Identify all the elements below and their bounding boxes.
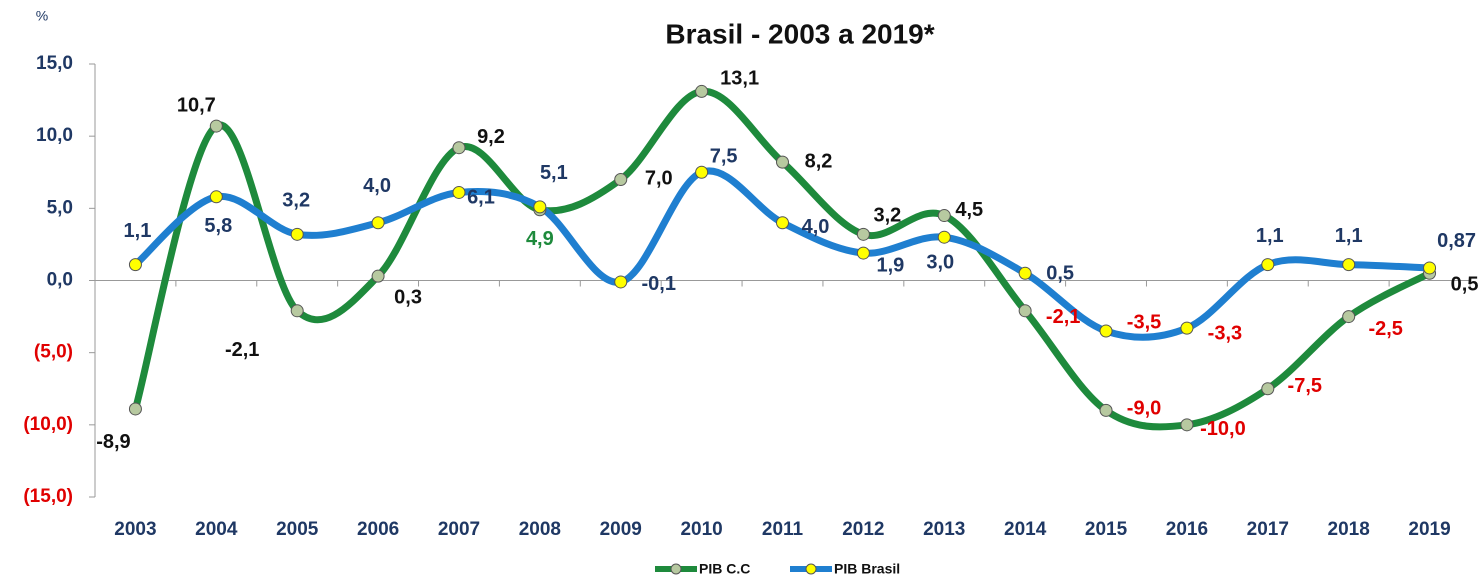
data-label: 5,8: [204, 215, 232, 237]
point: [371, 216, 385, 230]
data-label: 6,1: [467, 187, 495, 209]
y-tick-label: 0,0: [47, 270, 73, 291]
point: [776, 155, 789, 169]
data-label: -2,1: [1046, 306, 1080, 328]
x-tick-label: 2015: [1085, 519, 1128, 540]
x-tick-label: 2019: [1408, 519, 1450, 540]
data-label: 9,2: [477, 126, 505, 148]
point: [695, 165, 709, 179]
x-tick-label: 2007: [438, 519, 480, 540]
point: [533, 200, 547, 214]
point: [452, 141, 466, 155]
point: [856, 246, 870, 260]
point: [614, 172, 628, 186]
chart-title: Brasil - 2003 a 2019*: [665, 18, 934, 49]
x-tick-label: 2003: [114, 519, 156, 540]
point: [209, 190, 223, 204]
data-label: 0,5: [1046, 263, 1074, 285]
data-label: 0,87: [1437, 230, 1476, 252]
data-label: 1,1: [124, 220, 152, 242]
y-axis-label: %: [36, 8, 48, 24]
data-label: -0,1: [642, 273, 676, 295]
point: [776, 216, 789, 230]
y-tick-label: (10,0): [23, 414, 73, 435]
x-tick-label: 2018: [1328, 519, 1370, 540]
point: [1180, 321, 1194, 335]
point: [290, 304, 304, 318]
legend-label: PIB Brasil: [834, 561, 900, 577]
data-label: 10,7: [177, 94, 216, 116]
data-label: 4,0: [802, 216, 830, 238]
point: [1342, 258, 1356, 272]
data-label: -10,0: [1200, 418, 1246, 440]
point: [1099, 403, 1113, 417]
point: [937, 209, 951, 223]
point: [1018, 266, 1032, 280]
data-label: 1,9: [876, 254, 904, 276]
data-label: 1,1: [1256, 225, 1284, 247]
data-label: -3,5: [1127, 311, 1161, 333]
series-line: [131, 87, 1434, 431]
x-tick-label: 2005: [276, 519, 319, 540]
data-label: -8,9: [96, 431, 130, 453]
x-tick-label: 2008: [519, 519, 561, 540]
data-label: 3,2: [873, 205, 901, 227]
x-tick-label: 2014: [1004, 519, 1047, 540]
point: [128, 402, 142, 416]
data-label: 3,2: [282, 190, 310, 212]
y-tick-label: (15,0): [23, 486, 73, 507]
data-label: 1,1: [1335, 225, 1363, 247]
x-tick-label: 2004: [195, 519, 238, 540]
x-tick-label: 2006: [357, 519, 399, 540]
legend-label: PIB C.C: [699, 561, 750, 577]
data-label: 5,1: [540, 162, 568, 184]
y-tick-label: 5,0: [47, 197, 73, 218]
point: [1423, 261, 1437, 275]
x-tick-label: 2011: [762, 519, 804, 540]
point: [128, 258, 142, 272]
data-label: 7,0: [645, 168, 673, 190]
x-tick-label: 2013: [923, 519, 965, 540]
point: [371, 269, 385, 283]
x-tick-label: 2016: [1166, 519, 1208, 540]
data-label: 8,2: [805, 150, 833, 172]
y-tick-label: (5,0): [34, 342, 73, 363]
legend-marker: [670, 563, 682, 575]
x-tick-label: 2009: [600, 519, 642, 540]
point: [452, 185, 466, 199]
x-tick-label: 2010: [680, 519, 722, 540]
point: [290, 227, 304, 241]
data-label: -9,0: [1127, 398, 1161, 420]
x-tick-label: 2017: [1247, 519, 1289, 540]
point: [937, 230, 951, 244]
y-tick-label: 15,0: [36, 53, 73, 74]
point: [1180, 418, 1194, 432]
point: [209, 119, 223, 133]
data-label: 13,1: [720, 68, 759, 90]
data-label: -2,5: [1368, 318, 1402, 340]
point: [856, 227, 870, 241]
point: [1018, 304, 1032, 318]
data-label: 4,9: [526, 228, 554, 250]
data-label: 4,5: [955, 199, 983, 221]
data-label: 4,0: [363, 175, 391, 197]
data-label: -7,5: [1288, 375, 1322, 397]
data-label: 0,3: [394, 286, 422, 308]
point: [1261, 258, 1275, 272]
x-tick-label: 2012: [842, 519, 884, 540]
data-label: 3,0: [926, 251, 954, 273]
point: [1261, 382, 1275, 396]
point: [1342, 310, 1356, 324]
data-label: 7,5: [710, 146, 738, 168]
y-tick-label: 10,0: [36, 125, 73, 146]
data-label: -3,3: [1208, 322, 1242, 344]
point: [614, 275, 628, 289]
point: [695, 84, 709, 98]
legend-marker: [805, 563, 817, 575]
point: [1099, 324, 1113, 338]
series-line: [131, 167, 1434, 341]
data-label: 0,5: [1451, 274, 1479, 296]
data-label: -2,1: [225, 339, 259, 361]
